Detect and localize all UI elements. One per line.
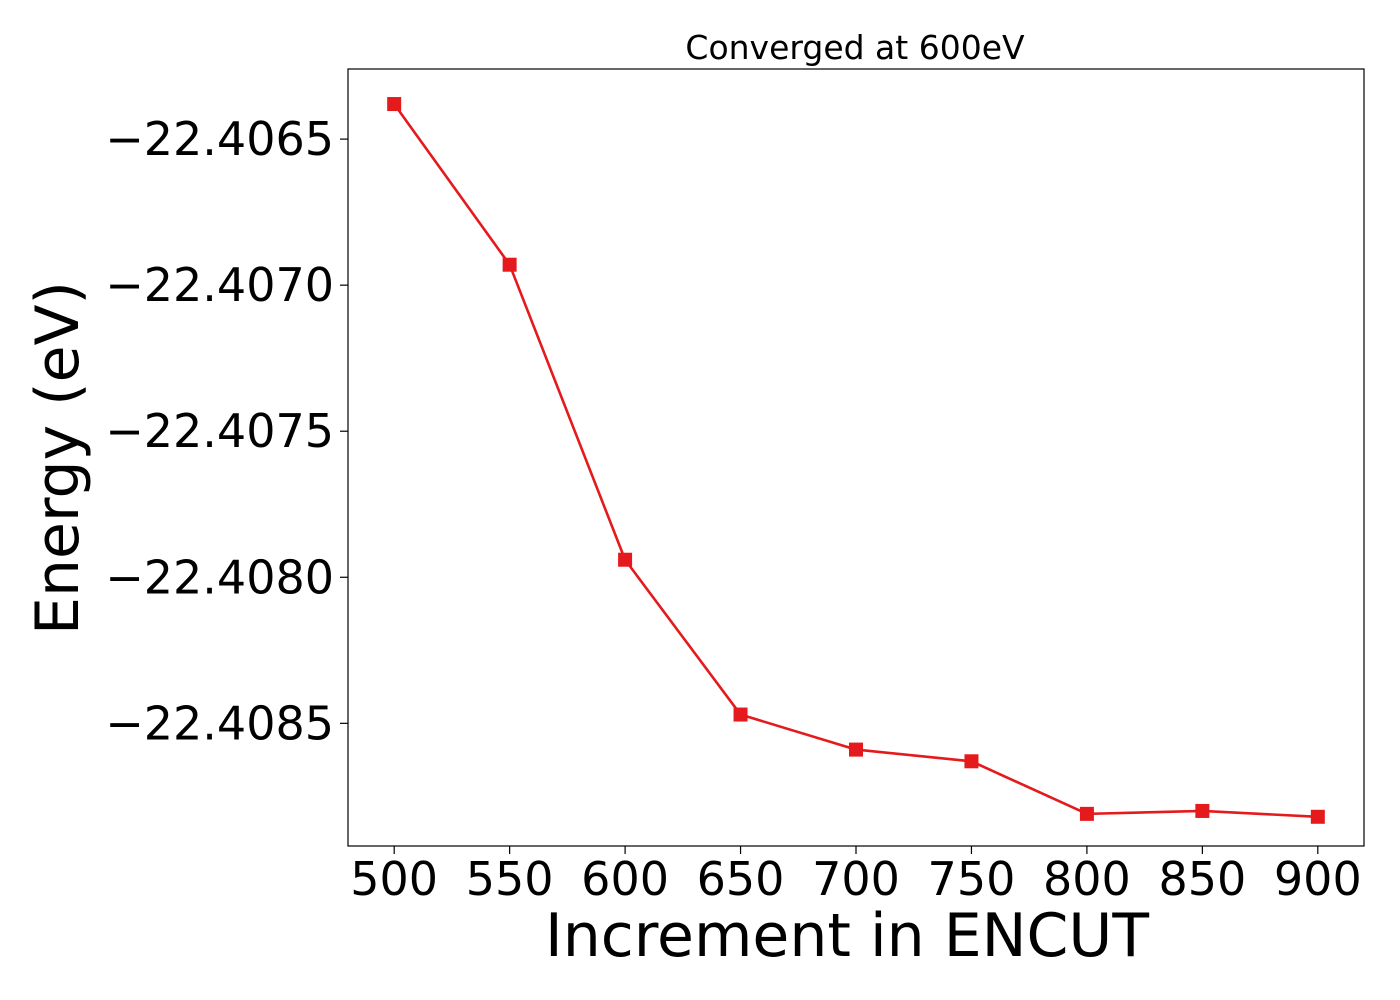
x-axis: 500 550 600 650 700 750 800 850 900 <box>350 846 1362 906</box>
series-line <box>393 103 1318 819</box>
x-tick-label: 500 <box>350 852 438 906</box>
data-point-marker <box>618 552 633 567</box>
x-tick-label: 800 <box>1043 852 1131 906</box>
data-point-marker <box>733 707 748 722</box>
data-point-marker <box>1079 806 1094 821</box>
data-point-marker <box>1195 803 1210 818</box>
x-tick-label: 550 <box>466 852 554 906</box>
data-point-marker <box>387 97 402 112</box>
data-point-marker <box>964 754 979 769</box>
y-tick-label: −22.4085 <box>105 696 334 750</box>
x-tick-label: 650 <box>697 852 785 906</box>
x-tick-label: 600 <box>581 852 669 906</box>
y-tick-label: −22.4075 <box>105 404 334 458</box>
axes-frame <box>347 68 1365 847</box>
chart-title: Converged at 600eV <box>685 28 1025 67</box>
x-tick-label: 900 <box>1274 852 1362 906</box>
plot-area <box>387 97 1325 824</box>
y-tick-label: −22.4070 <box>105 258 334 312</box>
x-tick-label: 700 <box>812 852 900 906</box>
data-point-marker <box>849 742 863 757</box>
y-axis-label: Energy (eV) <box>23 281 93 635</box>
x-tick-label: 750 <box>928 852 1016 906</box>
data-point-marker <box>502 257 517 272</box>
x-axis-label: Increment in ENCUT <box>545 901 1149 971</box>
y-axis: −22.4065 −22.4070 −22.4075 −22.4080 −22.4085 <box>105 112 348 750</box>
data-point-marker <box>1310 809 1325 824</box>
y-tick-label: −22.4080 <box>105 550 334 604</box>
x-tick-label: 850 <box>1158 852 1246 906</box>
y-tick-label: −22.4065 <box>105 112 334 166</box>
